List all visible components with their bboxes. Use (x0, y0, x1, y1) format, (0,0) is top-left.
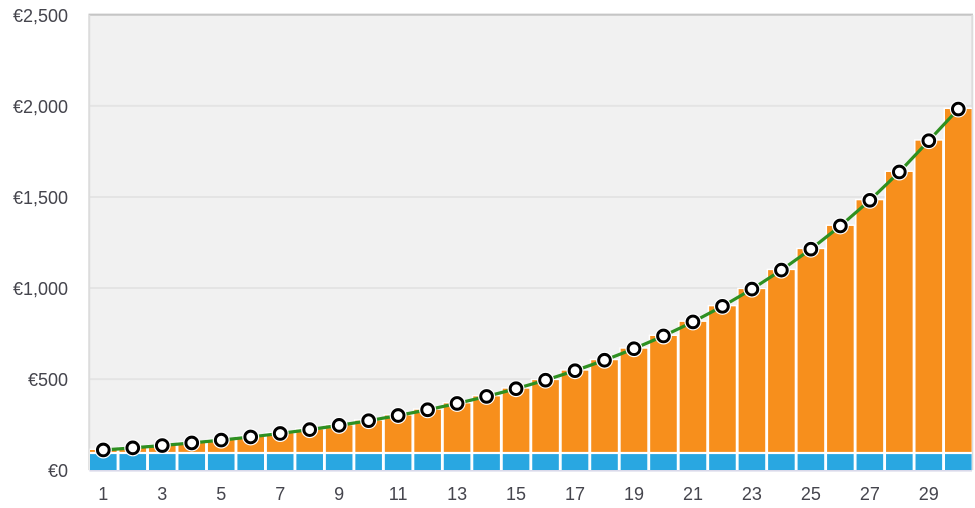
svg-text:11: 11 (389, 484, 408, 504)
svg-text:13: 13 (447, 484, 467, 504)
svg-text:17: 17 (565, 484, 585, 504)
svg-text:19: 19 (624, 484, 644, 504)
svg-text:3: 3 (157, 484, 167, 504)
svg-text:23: 23 (742, 484, 762, 504)
svg-text:7: 7 (275, 484, 285, 504)
svg-text:29: 29 (919, 484, 939, 504)
svg-text:15: 15 (506, 484, 526, 504)
svg-text:27: 27 (860, 484, 880, 504)
svg-text:25: 25 (801, 484, 821, 504)
svg-text:€500: €500 (28, 370, 68, 390)
svg-text:€1,000: €1,000 (13, 279, 68, 299)
svg-text:9: 9 (334, 484, 344, 504)
svg-text:€1,500: €1,500 (13, 188, 68, 208)
svg-text:21: 21 (683, 484, 703, 504)
svg-text:5: 5 (216, 484, 226, 504)
svg-text:€2,000: €2,000 (13, 97, 68, 117)
svg-text:1: 1 (98, 484, 108, 504)
svg-text:€2,500: €2,500 (13, 6, 68, 26)
svg-text:€0: €0 (48, 461, 68, 481)
